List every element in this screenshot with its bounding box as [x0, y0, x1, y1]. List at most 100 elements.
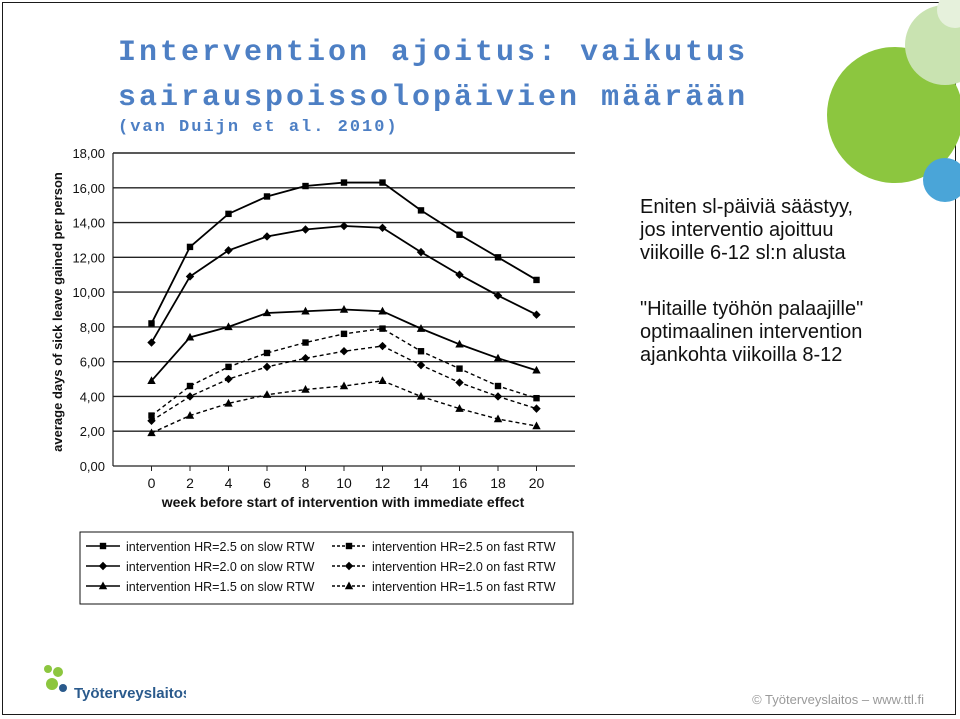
legend-marker — [98, 581, 108, 590]
data-point — [262, 232, 272, 241]
data-point — [455, 270, 464, 279]
chart-legend: intervention HR=2.5 on slow RTW intervent… — [79, 531, 574, 605]
data-point — [186, 382, 194, 390]
series-2 — [147, 221, 541, 347]
y-tick-label: 16,00 — [72, 181, 105, 196]
ttl-logo: Työterveyslaitos — [44, 665, 186, 702]
data-point — [301, 306, 310, 315]
data-point — [185, 411, 195, 419]
legend-marker — [344, 561, 354, 571]
data-point — [340, 330, 348, 338]
legend-label: intervention HR=2.0 on fast RTW — [372, 560, 556, 574]
side-text-line-3: viikoille 6-12 sl:n alusta — [640, 242, 846, 264]
y-tick-label: 8,00 — [80, 320, 105, 335]
side-text-line-1: Eniten sl-päiviä säästyy, — [640, 196, 854, 218]
side-text-line-4: "Hitaille työhön palaajille" — [640, 298, 864, 320]
series-line — [151, 327, 537, 417]
y-tick-label: 6,00 — [80, 355, 105, 370]
data-point — [185, 392, 195, 401]
x-axis-label: week before start of intervention with i… — [161, 494, 525, 510]
data-point — [378, 306, 387, 315]
data-point — [224, 246, 233, 255]
footer-copyright: © Työterveyslaitos – www.ttl.fi — [752, 692, 924, 707]
x-tick-label: 2 — [186, 475, 194, 491]
data-point — [339, 305, 349, 313]
y-tick-label: 10,00 — [72, 285, 105, 300]
data-point — [455, 378, 464, 387]
data-point — [147, 416, 156, 425]
data-point — [455, 404, 464, 412]
data-point — [147, 338, 156, 347]
data-point — [224, 398, 233, 407]
data-point — [185, 272, 195, 281]
series-6 — [147, 376, 541, 437]
data-point — [148, 412, 155, 419]
decor-green-circle — [827, 47, 960, 183]
legend-marker — [98, 561, 108, 571]
data-point — [224, 374, 233, 384]
series-line — [150, 308, 537, 382]
side-text-line-6: ajankohta viikoilla 8-12 — [640, 344, 843, 366]
data-point — [416, 247, 426, 257]
legend-label: intervention HR=2.5 on fast RTW — [372, 540, 556, 554]
data-point — [533, 276, 540, 284]
data-point — [224, 322, 233, 331]
legend-label: intervention HR=2.0 on slow RTW — [126, 560, 315, 574]
data-point — [532, 421, 541, 430]
legend-marker — [345, 542, 353, 550]
y-tick-label: 12,00 — [72, 250, 105, 265]
data-point — [417, 348, 425, 355]
x-tick-label: 18 — [490, 475, 506, 491]
series-1 — [148, 179, 540, 327]
data-point — [456, 365, 463, 372]
side-text-line-5: optimaalinen intervention — [640, 321, 863, 343]
data-point — [147, 376, 156, 384]
data-point — [147, 428, 156, 437]
data-point — [416, 391, 426, 400]
x-tick-label: 14 — [413, 475, 429, 491]
data-point — [263, 193, 271, 200]
x-tick-label: 8 — [302, 475, 310, 491]
series-5 — [147, 341, 541, 425]
x-tick-label: 20 — [529, 475, 545, 491]
slide-citation: (van Duijn et al. 2010) — [118, 118, 399, 137]
decor-pale-circle — [937, 0, 960, 28]
x-tick-label: 4 — [225, 475, 233, 491]
data-point — [262, 308, 272, 317]
logo-icon — [44, 665, 67, 692]
plot-area: 0,00 2,00 4,00 6,00 8,00 10,00 12,00 14,00 16,00… — [72, 146, 575, 491]
side-text-line-2: jos interventio ajoittuu — [640, 219, 834, 241]
data-point — [302, 339, 309, 346]
x-tick-label: 10 — [336, 475, 352, 491]
legend-box — [79, 531, 574, 605]
data-point — [148, 320, 155, 327]
data-point — [340, 179, 348, 186]
legend-label: intervention HR=2.5 on slow RTW — [126, 540, 315, 554]
corner-decoration — [827, 0, 960, 202]
data-point — [339, 381, 349, 390]
data-point — [263, 349, 271, 357]
y-axis-label: average days of sick leave gained per pe… — [50, 172, 65, 452]
legend-label: intervention HR=1.5 on slow RTW — [126, 580, 315, 594]
x-tick-label: 0 — [148, 475, 156, 491]
data-point — [493, 414, 503, 423]
series-4 — [148, 325, 540, 419]
data-point — [302, 182, 309, 190]
data-point — [533, 394, 540, 402]
data-point — [225, 363, 232, 371]
data-point — [493, 291, 503, 300]
data-point — [532, 310, 541, 319]
data-point — [301, 225, 310, 234]
data-point — [455, 339, 464, 348]
data-point — [262, 362, 272, 372]
data-point — [225, 210, 232, 218]
slide-title-line-1: Intervention ajoitus: vaikutus — [118, 36, 749, 70]
decor-blue-circle — [923, 158, 960, 202]
data-point — [301, 384, 310, 393]
y-tick-label: 14,00 — [72, 216, 105, 231]
data-point — [378, 223, 387, 232]
data-point — [493, 353, 503, 362]
data-point — [262, 390, 272, 398]
